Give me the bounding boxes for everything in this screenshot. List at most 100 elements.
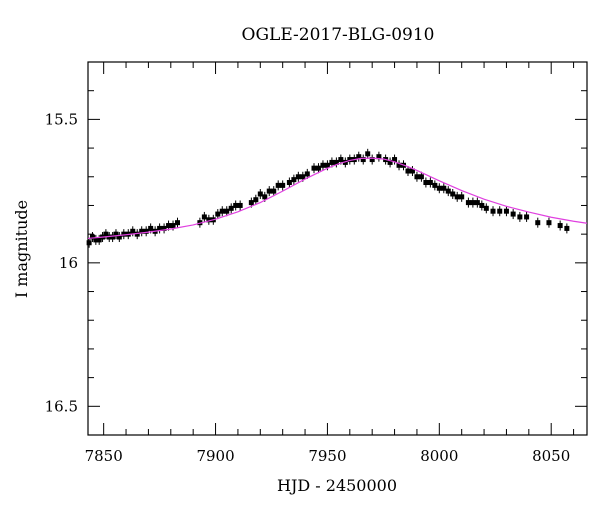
data-point [233,202,239,208]
data-point [564,225,570,231]
data-point [409,168,415,174]
data-point [479,202,485,208]
data-point [110,234,116,240]
data-point [365,151,371,157]
data-point [356,154,362,160]
y-tick-label: 15.5 [45,110,78,128]
x-tick-label: 7950 [308,447,346,465]
data-point [280,182,286,188]
data-point [396,162,402,168]
data-point [228,205,234,211]
data-point [497,208,503,214]
data-point [134,231,140,237]
data-points [86,148,570,248]
data-point [286,180,292,186]
data-point [130,228,136,234]
data-point [161,225,167,231]
y-tick-label: 16.5 [45,397,78,415]
x-tick-label: 7900 [196,447,234,465]
data-point [535,220,541,226]
data-point [510,211,516,217]
data-point [157,225,163,231]
data-point [143,228,149,234]
data-point [387,159,393,165]
x-tick-label: 8000 [420,447,458,465]
data-point [304,171,310,177]
data-point [376,154,382,160]
data-point [392,157,398,163]
data-point [418,174,424,180]
data-point [96,237,102,243]
data-point [369,157,375,163]
data-point [113,231,119,237]
data-point [524,214,530,220]
x-tick-label: 8050 [532,447,570,465]
data-point [503,208,509,214]
data-point [121,231,127,237]
data-point [266,188,272,194]
data-point [215,211,221,217]
data-point [490,208,496,214]
data-point [291,177,297,183]
data-point [257,191,263,197]
data-point [93,237,99,243]
data-point [333,159,339,165]
data-point [166,223,172,229]
data-point [315,165,321,171]
data-point [224,208,230,214]
data-point [423,180,429,186]
data-point [262,194,268,200]
y-tick-label: 16 [59,254,78,272]
data-point [148,225,154,231]
data-point [89,234,95,240]
data-point [103,231,109,237]
data-point [219,208,225,214]
data-point [237,202,243,208]
data-point [546,220,552,226]
chart-title: OGLE-2017-BLG-0910 [242,25,435,45]
axis-tick-labels: 7850 7900 7950 8000 8050 15.5 16 16.5 [45,110,571,465]
x-axis-label: HJD - 2450000 [277,476,397,495]
data-point [271,188,277,194]
data-point [170,223,176,229]
data-point [465,200,471,206]
data-point [360,157,366,163]
axis-ticks [88,61,587,436]
data-point [405,168,411,174]
data-point [342,159,348,165]
data-point [139,228,145,234]
data-point [347,157,353,163]
data-point [338,157,344,163]
data-point [459,194,465,200]
data-point [427,180,433,186]
data-point [206,217,212,223]
data-point [329,159,335,165]
data-point [414,174,420,180]
data-point [320,162,326,168]
data-point [557,223,563,229]
data-point [517,214,523,220]
model-curve [87,157,588,240]
y-axis-label: I magnitude [12,200,31,298]
data-point [441,185,447,191]
data-point [474,200,480,206]
plot-frame [87,61,588,436]
data-point [445,188,451,194]
data-point [483,205,489,211]
data-point [324,162,330,168]
data-point [470,200,476,206]
data-point [201,214,207,220]
data-point [253,197,259,203]
data-point [454,194,460,200]
data-point [300,174,306,180]
data-point [436,185,442,191]
data-point [86,240,92,246]
data-point [175,220,181,226]
data-point [311,165,317,171]
x-tick-label: 7850 [85,447,123,465]
data-point [295,174,301,180]
data-point [275,182,281,188]
data-point [116,234,122,240]
data-point [432,182,438,188]
